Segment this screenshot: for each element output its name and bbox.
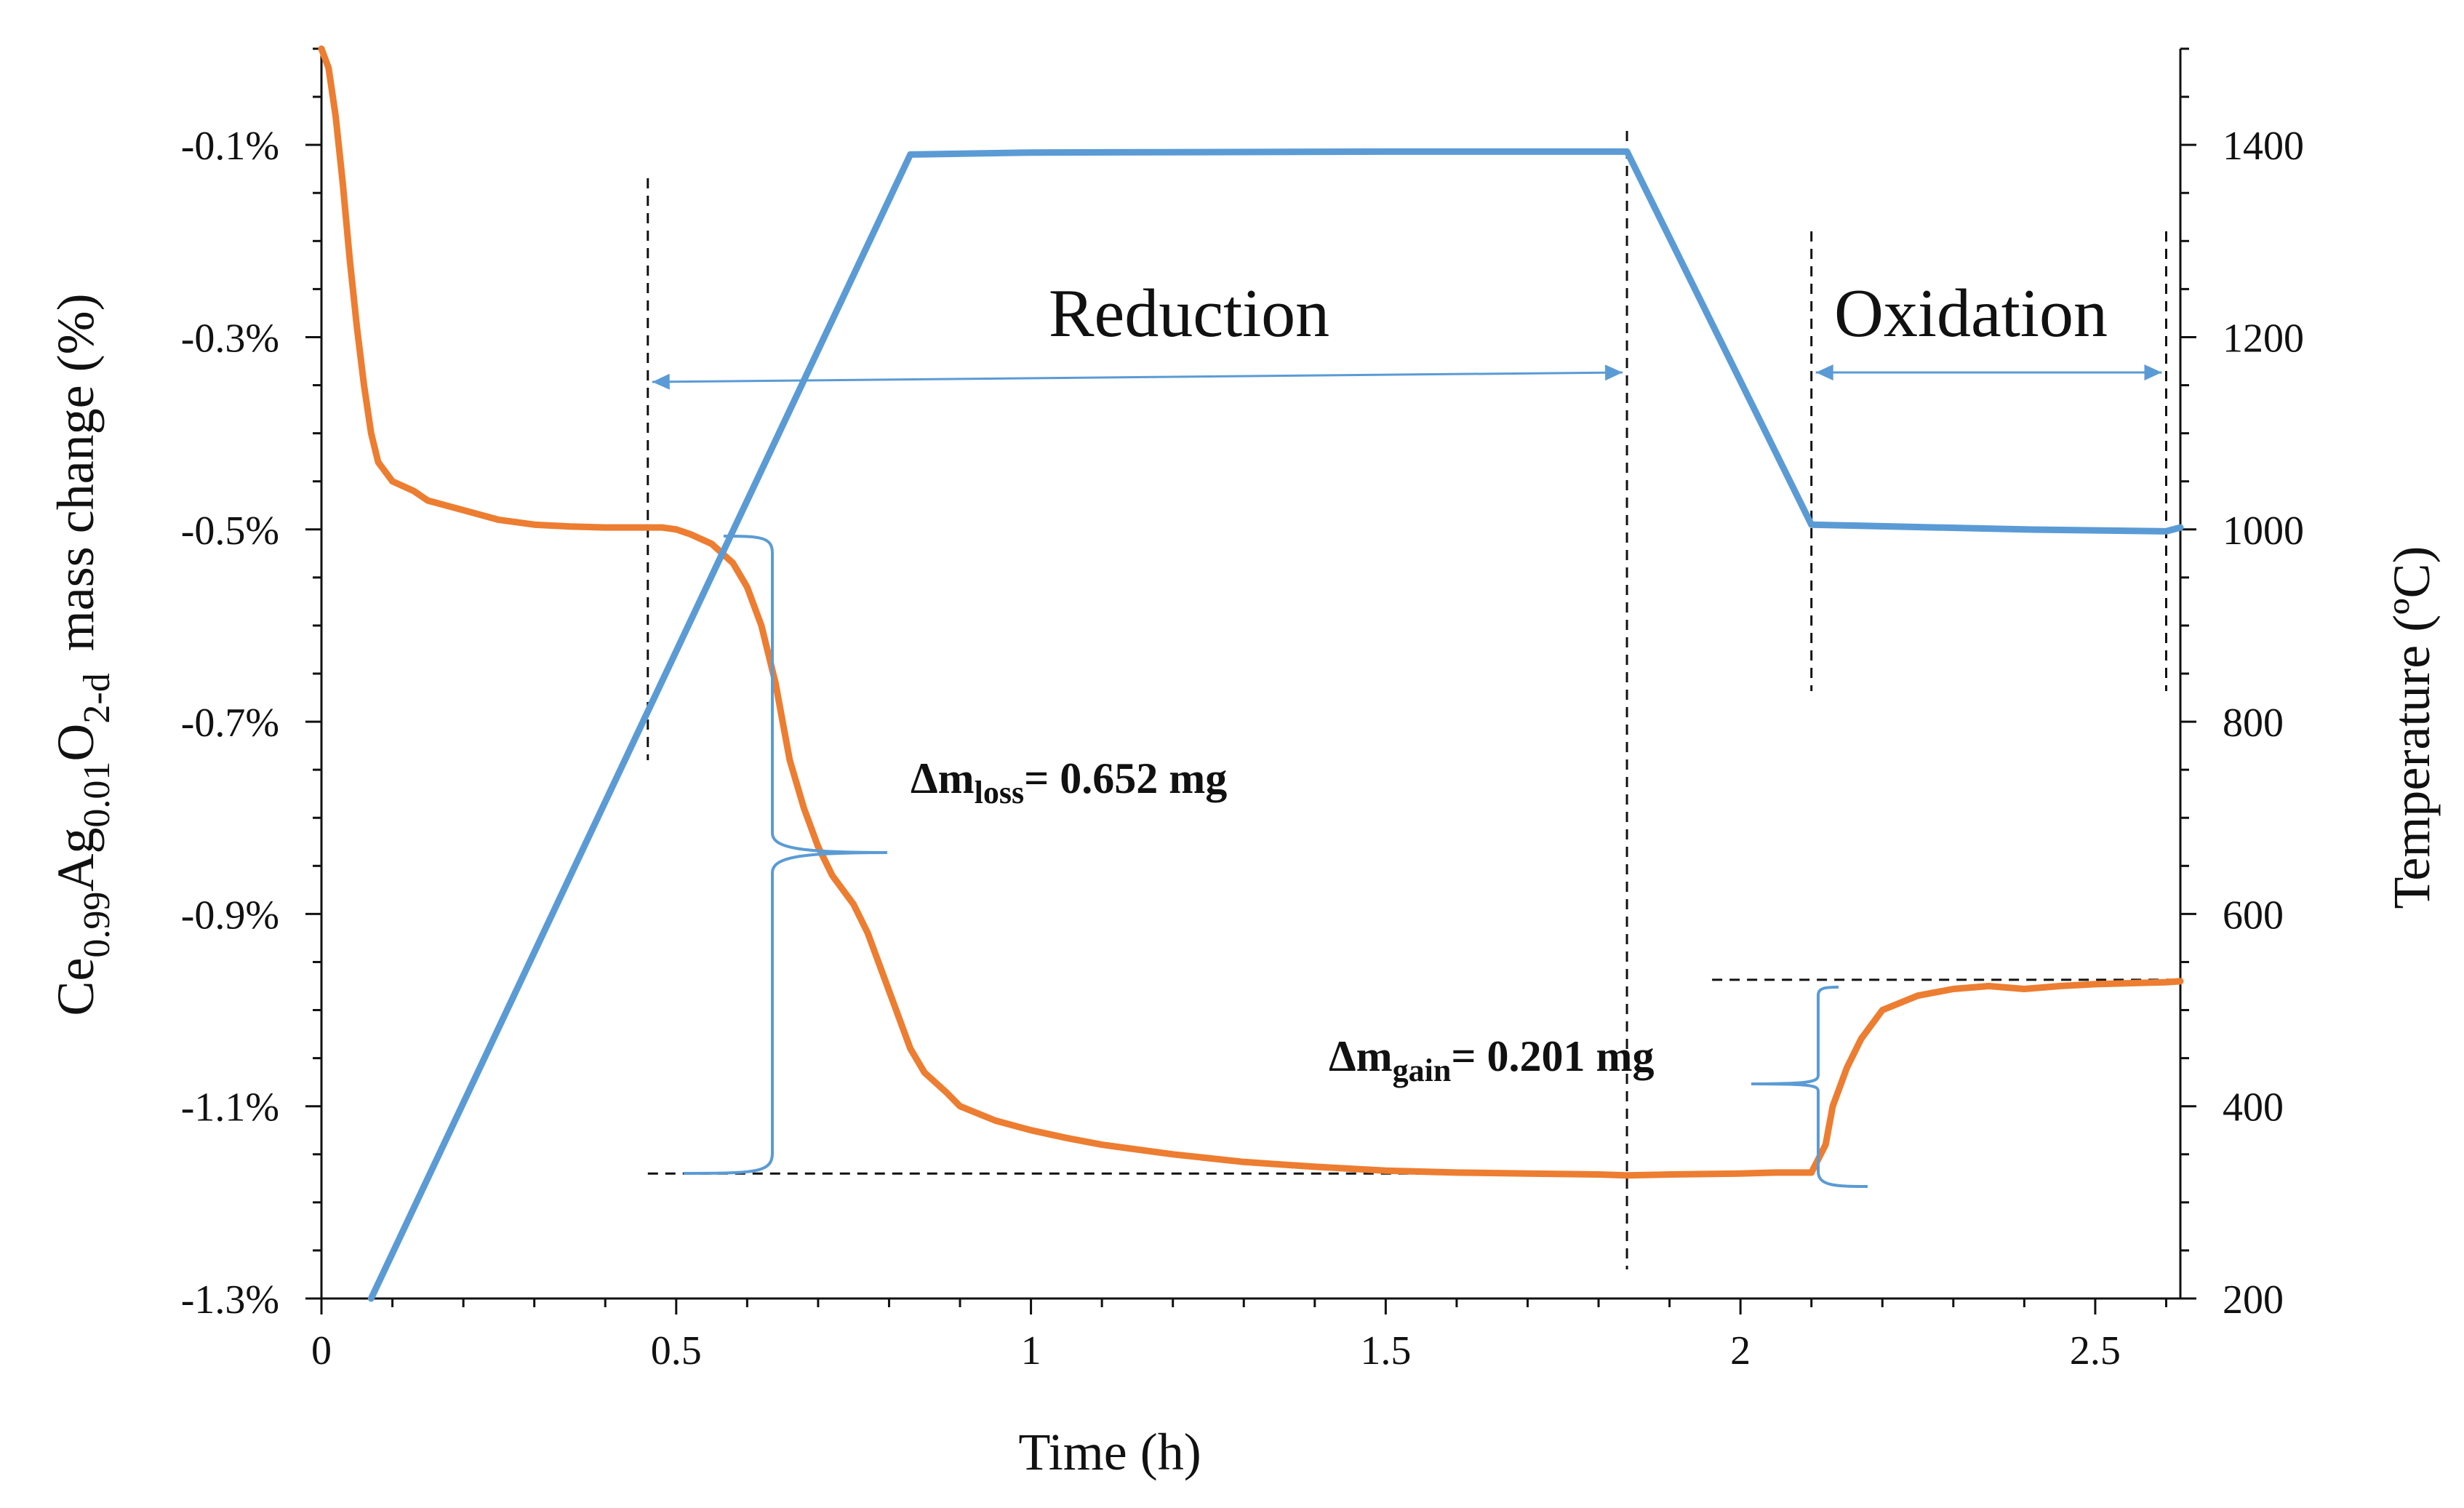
mass-gain-brace: [1751, 986, 1868, 1188]
reduction-arrow-head-start: [652, 373, 670, 390]
x-tick-label: 2.5: [2070, 1328, 2121, 1373]
y-left-axis-title: Ce0.99Ag0.01O2-d mass change (%): [47, 293, 118, 1016]
y-left-tick-label: -0.3%: [181, 316, 279, 361]
y-right-tick-label: 1200: [2223, 316, 2304, 361]
reduction-arrow-shaft: [652, 371, 1623, 383]
x-tick-label: 1.5: [1360, 1328, 1411, 1373]
formula-ag: Ag: [47, 828, 105, 892]
y-right-axis-title: Temperature (ºC): [2383, 546, 2441, 909]
temperature-line: [367, 148, 2184, 1302]
mass-loss-sub: loss: [975, 775, 1024, 810]
mass-change-label: mass change (%): [47, 293, 105, 651]
mass-gain-label: Δmgain= 0.201 mg: [1329, 1032, 1654, 1088]
reduction-label: Reduction: [1049, 276, 1329, 351]
x-tick-label: 0: [311, 1328, 332, 1373]
y-right-tick-label: 800: [2223, 701, 2284, 746]
guide-lines: [647, 131, 2180, 1269]
x-tick-label: 1: [1021, 1328, 1041, 1373]
formula-ce-sub: 0.99: [76, 892, 118, 958]
y-right-tick-label: 400: [2223, 1085, 2284, 1130]
mass-loss-brace: [683, 535, 888, 1175]
series: [318, 45, 2184, 1302]
y-left-tick-label: -0.5%: [181, 508, 279, 554]
x-tick-label: 2: [1730, 1328, 1751, 1373]
x-axis-title: Time (h): [1018, 1423, 1201, 1481]
y-right-tick-label: 1400: [2223, 124, 2304, 169]
y-left-tick-label: -0.1%: [181, 124, 279, 169]
y-right-tick-label: 600: [2223, 893, 2284, 938]
annotations: [652, 364, 2162, 1188]
mass-loss-prefix: Δm: [911, 754, 975, 802]
oxidation-label: Oxidation: [1834, 276, 2108, 351]
oxidation-arrow-head-start: [1815, 364, 1833, 380]
y-left-tick-label: -0.9%: [181, 893, 279, 938]
y-right-tick-label: 1000: [2223, 508, 2304, 554]
mass-gain-sub: gain: [1393, 1053, 1452, 1088]
mass-change-line: [318, 45, 2184, 1179]
mass-gain-value: = 0.201 mg: [1451, 1032, 1654, 1080]
reduction-arrow-head-end: [1604, 364, 1623, 381]
formula-o-sub: 2-d: [76, 673, 118, 723]
formula-o: O: [47, 724, 105, 762]
y-left-tick-label: -1.1%: [181, 1085, 279, 1130]
formula-ce: Ce: [47, 958, 105, 1016]
y-right-tick-label: 200: [2223, 1277, 2284, 1323]
mass-loss-label: Δmloss= 0.652 mg: [911, 754, 1227, 810]
formula-ag-sub: 0.01: [76, 762, 118, 828]
mass-gain-prefix: Δm: [1329, 1032, 1393, 1080]
mass-loss-value: = 0.652 mg: [1024, 754, 1227, 802]
y-left-tick-label: -1.3%: [181, 1277, 279, 1323]
oxidation-arrow-head-end: [2144, 364, 2162, 380]
y-left-tick-label: -0.7%: [181, 701, 279, 746]
axes: 0 0.5 1 1.5 2 2.5 -1.3% -1.1% -0.9% -0.7% -0.5% -0.…: [181, 47, 2304, 1373]
x-tick-label: 0.5: [651, 1328, 702, 1373]
